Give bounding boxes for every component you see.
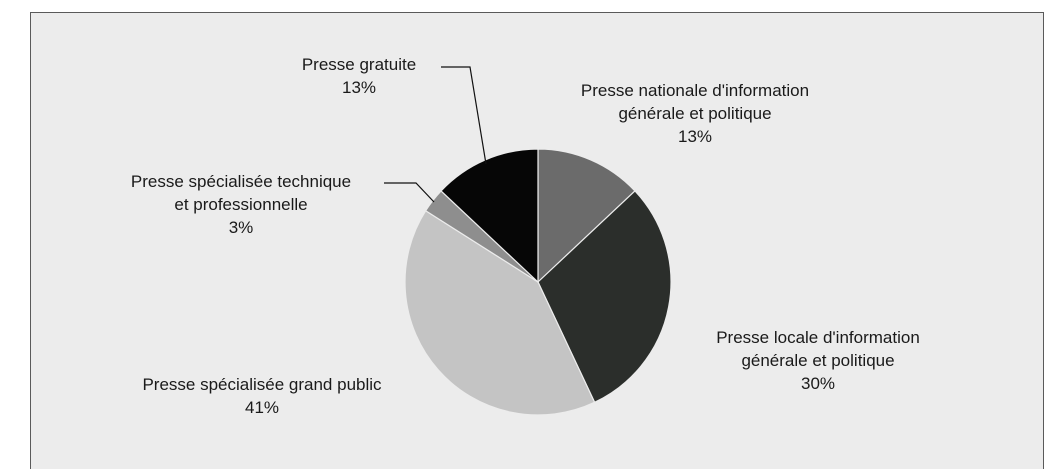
slice-value-label: 13% xyxy=(342,78,376,97)
slice-label: Presse gratuite 13% xyxy=(302,55,416,97)
pie-slice xyxy=(404,209,596,416)
slice-name-line: générale et politique xyxy=(618,104,771,123)
leader-lines xyxy=(384,66,487,203)
slice-label: Presse spécialisée technique et professio… xyxy=(131,172,351,237)
leader-line xyxy=(384,182,435,203)
slice-value-label: 3% xyxy=(229,218,254,237)
slice-name-line: Presse spécialisée technique xyxy=(131,172,351,191)
slice-labels: Presse nationale d'information générale e… xyxy=(131,55,920,417)
slice-name-line: et professionnelle xyxy=(174,195,307,214)
slice-label: Presse locale d'information générale et p… xyxy=(716,328,920,393)
slice-value-label: 41% xyxy=(245,398,279,417)
slice-value-label: 30% xyxy=(801,374,835,393)
pie-slice xyxy=(537,148,636,284)
pie-slices xyxy=(404,148,672,416)
leader-line xyxy=(441,66,487,165)
slice-label: Presse nationale d'information générale e… xyxy=(581,81,809,146)
slice-name-line: générale et politique xyxy=(741,351,894,370)
slice-name-line: Presse nationale d'information xyxy=(581,81,809,100)
slice-value-label: 13% xyxy=(678,127,712,146)
pie-slice xyxy=(537,190,672,404)
slice-label: Presse spécialisée grand public 41% xyxy=(142,375,382,417)
slice-name-line: Presse spécialisée grand public xyxy=(142,375,382,394)
slice-name-line: Presse gratuite xyxy=(302,55,416,74)
slice-name-line: Presse locale d'information xyxy=(716,328,920,347)
